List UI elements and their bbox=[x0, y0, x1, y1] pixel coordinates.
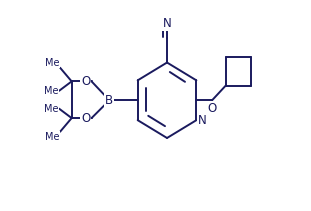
Text: O: O bbox=[207, 102, 217, 115]
Text: N: N bbox=[163, 17, 171, 30]
Text: Me: Me bbox=[45, 132, 59, 142]
Text: Me: Me bbox=[44, 86, 58, 96]
Text: O: O bbox=[81, 75, 91, 88]
Text: N: N bbox=[198, 114, 207, 127]
Text: Me: Me bbox=[45, 58, 59, 68]
Text: O: O bbox=[81, 112, 91, 124]
Text: Me: Me bbox=[44, 104, 58, 114]
Text: B: B bbox=[105, 94, 114, 107]
